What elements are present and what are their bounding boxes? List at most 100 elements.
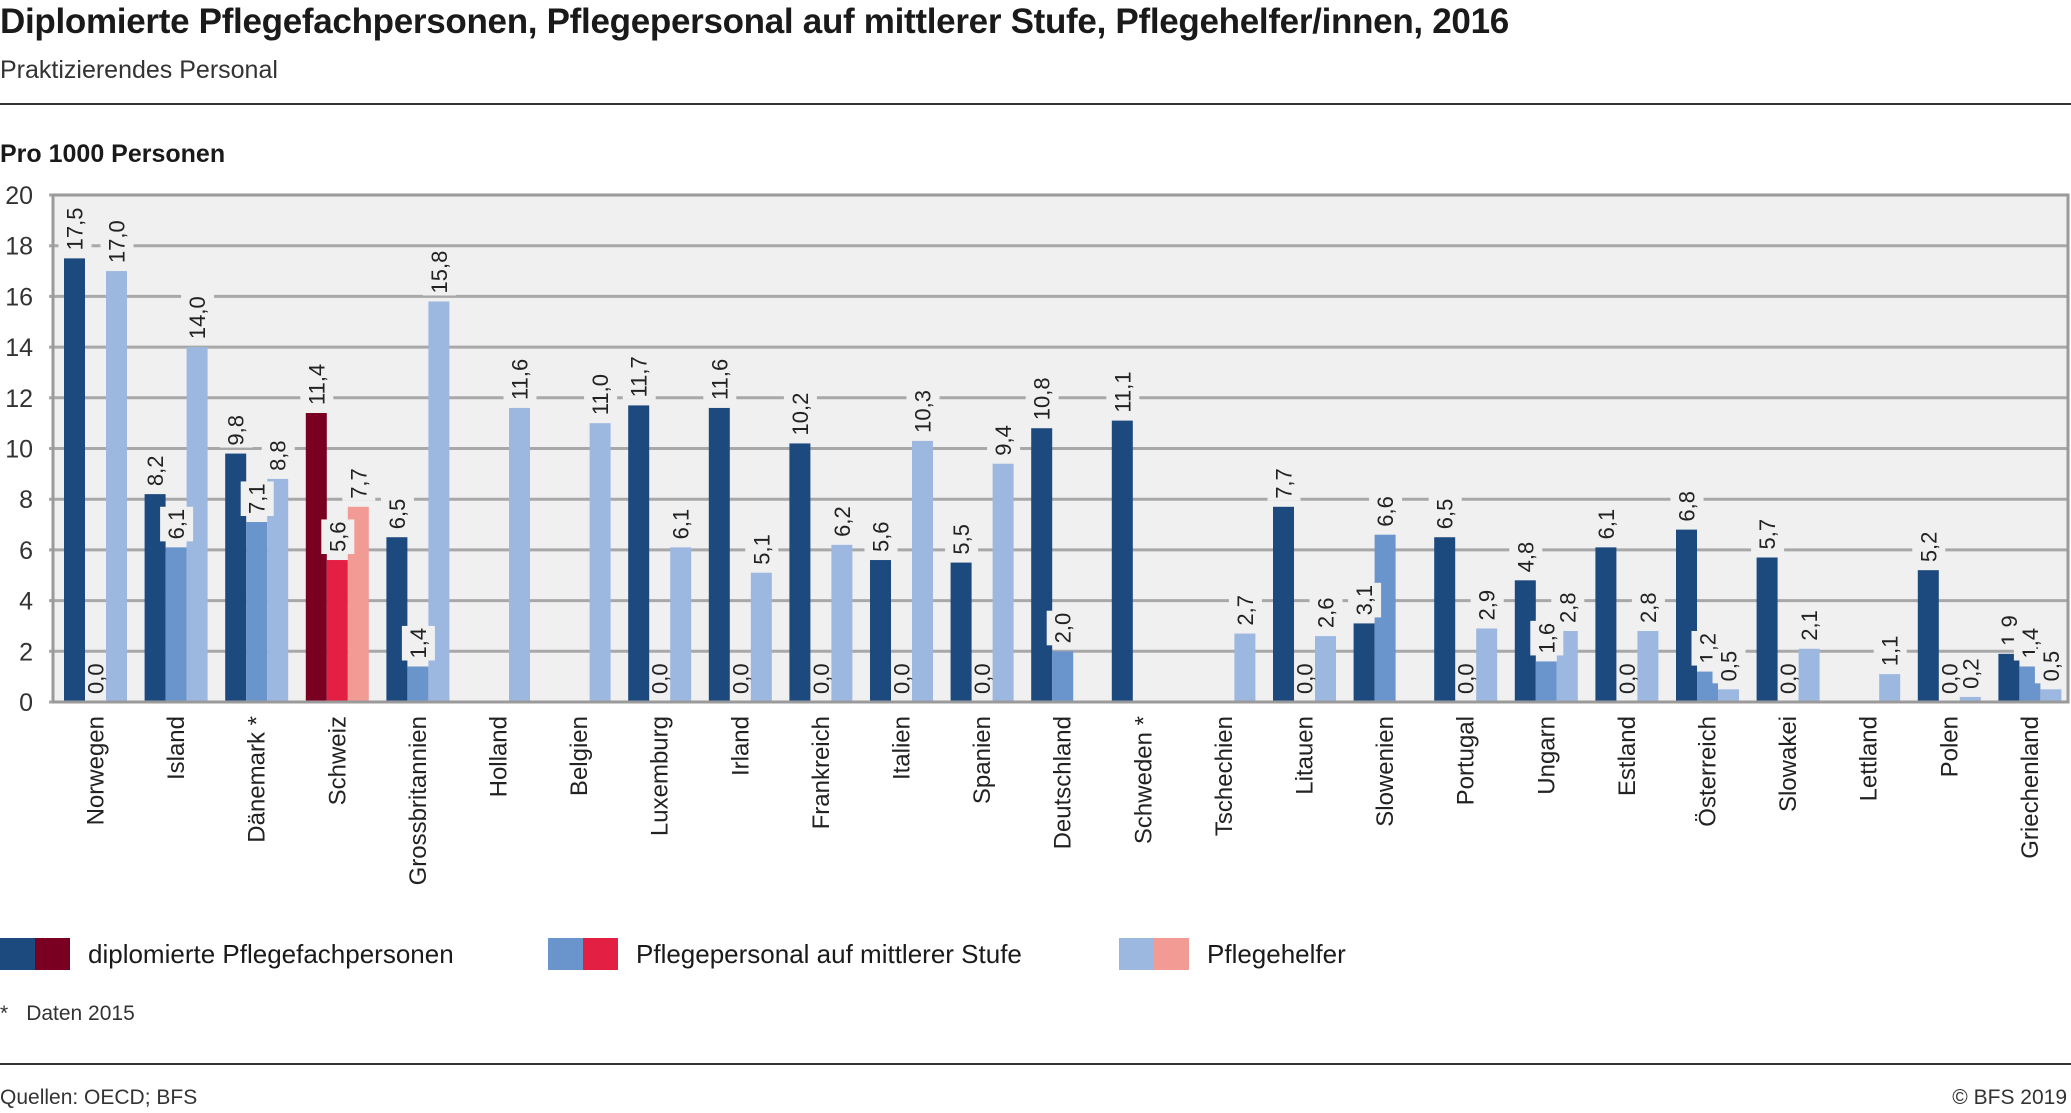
footnote-text: Daten 2015 [26, 1002, 135, 1025]
x-tick-label: Spanien [969, 716, 996, 804]
data-label: 10,2 [788, 393, 813, 436]
data-label: 10,3 [911, 390, 936, 433]
bar-helfer [1798, 648, 1820, 702]
x-tick-label: Schweden * [1130, 716, 1157, 844]
data-label-bg [1470, 587, 1504, 623]
data-label: 0,0 [1615, 663, 1640, 694]
x-tick-label: Portugal [1453, 716, 1480, 805]
data-label-bg [1106, 369, 1140, 415]
legend-item-helfer: Pflegehelfer [1119, 938, 1346, 970]
y-tick-label: 2 [19, 638, 33, 666]
data-label-bg [422, 248, 456, 296]
x-tick-label: Holland [486, 716, 513, 797]
data-label-bg [622, 354, 656, 400]
data-label-bg [745, 532, 779, 567]
bar-dipl [1111, 420, 1133, 702]
bar-dipl [1273, 506, 1294, 702]
data-label: 7,7 [1272, 468, 1297, 499]
bar-dipl [64, 258, 85, 702]
bar-helfer [912, 440, 933, 702]
y-tick-label: 10 [5, 436, 33, 464]
data-label: 2,8 [1555, 592, 1580, 623]
data-label-bg [503, 356, 537, 402]
bar-helfer [1315, 636, 1336, 702]
data-label-bg [1309, 595, 1343, 631]
bar-mittel [1535, 661, 1557, 702]
bar-dipl [1756, 557, 1778, 702]
bar-mittel [246, 522, 268, 702]
chart-title: Diplomierte Pflegefachpersonen, Pflegepe… [0, 2, 1509, 41]
data-label: 3,1 [1352, 585, 1377, 616]
data-label: 6,6 [1373, 496, 1398, 527]
bar-mittel [407, 666, 429, 702]
data-label-bg [1751, 516, 1785, 552]
data-label: 0,0 [728, 663, 753, 694]
data-label-bg [783, 390, 817, 438]
data-label: 0,0 [1454, 663, 1479, 694]
data-labels: 17,5 0,0 17,0 8,2 6,1 14,0 9,8 7,1 8,8 11,4 5,6 7,7… [58, 205, 2068, 694]
data-label-bg [1670, 489, 1704, 524]
bar-helfer [428, 301, 450, 702]
bar-helfer [992, 463, 1014, 702]
bar-dipl [144, 494, 166, 702]
bar-helfer [106, 271, 127, 702]
plot-frame [51, 193, 2070, 704]
legend-label-mittel: Pflegepersonal auf mittlerer Stufe [636, 938, 1022, 969]
x-tick-label: Grossbritannien [405, 716, 432, 885]
x-tick-label: Deutschland [1050, 716, 1077, 849]
data-label-bg [1428, 496, 1462, 532]
data-label: 5,2 [1916, 532, 1941, 563]
legend-swatch-mittel [548, 938, 583, 970]
data-label-bg [1025, 375, 1059, 423]
bar-helfer [1637, 631, 1659, 702]
footnote: * Daten 2015 [0, 1002, 135, 1026]
data-label: 4,8 [1513, 542, 1538, 573]
legend-label-helfer: Pflegehelfer [1207, 938, 1346, 969]
data-label-bg [1631, 590, 1665, 626]
data-label: 0,0 [809, 663, 834, 694]
data-label: 5,6 [869, 521, 894, 552]
data-label-bg [240, 481, 274, 517]
x-tick-label: Slowenien [1372, 716, 1399, 827]
x-tick-label: Polen [1936, 716, 1963, 777]
x-tick-label: Österreich [1695, 716, 1722, 827]
data-label: 2,0 [1051, 613, 1076, 644]
data-label: 2,7 [1233, 595, 1258, 626]
x-tick-label: Ungarn [1533, 716, 1560, 795]
data-label: 2,8 [1636, 592, 1661, 623]
data-label-bg [1228, 592, 1262, 628]
data-label-bg [703, 356, 737, 402]
data-label: 1,4 [406, 628, 431, 659]
bar-helfer [831, 544, 853, 702]
bar-mittel [326, 560, 348, 702]
data-label: 11,4 [304, 364, 329, 405]
data-label-bg [401, 625, 435, 661]
bar-helfer [1234, 633, 1256, 702]
bar-chart: 0 2 4 6 8 10 12 14 16 18 20 17,5 0,0 17,0 8,2 6,1 14,0 9… [5, 182, 2070, 885]
bar-helfer [750, 572, 772, 702]
data-label: 5,7 [1755, 519, 1780, 550]
data-label-bg [864, 519, 898, 555]
data-label-bg [1046, 610, 1080, 646]
x-tick-label: Lettland [1856, 716, 1883, 801]
bar-helfer [2040, 689, 2062, 702]
bar-dipl [386, 537, 408, 702]
data-label: 8,2 [143, 456, 168, 487]
x-tick-label: Litauen [1292, 716, 1319, 795]
data-label-bg [1530, 620, 1564, 656]
bar-dipl [789, 443, 811, 702]
bar-helfer [1959, 696, 1981, 702]
bar-dipl [1514, 580, 1536, 702]
data-label: 0,5 [1717, 651, 1742, 682]
data-label: 6,5 [1433, 499, 1458, 530]
y-tick-label: 8 [19, 486, 33, 514]
x-tick-label: Estland [1614, 716, 1641, 796]
data-label: 5,6 [325, 521, 350, 552]
data-label-bg [1551, 590, 1585, 626]
legend-item-mittel: Pflegepersonal auf mittlerer Stufe [548, 938, 1022, 970]
data-label-bg [584, 371, 618, 418]
legend-swatch-dipl-ch [35, 938, 70, 970]
data-label: 6,1 [1594, 509, 1619, 540]
x-tick-label: Dänemark * [244, 716, 271, 843]
data-label-bg [1873, 633, 1907, 669]
